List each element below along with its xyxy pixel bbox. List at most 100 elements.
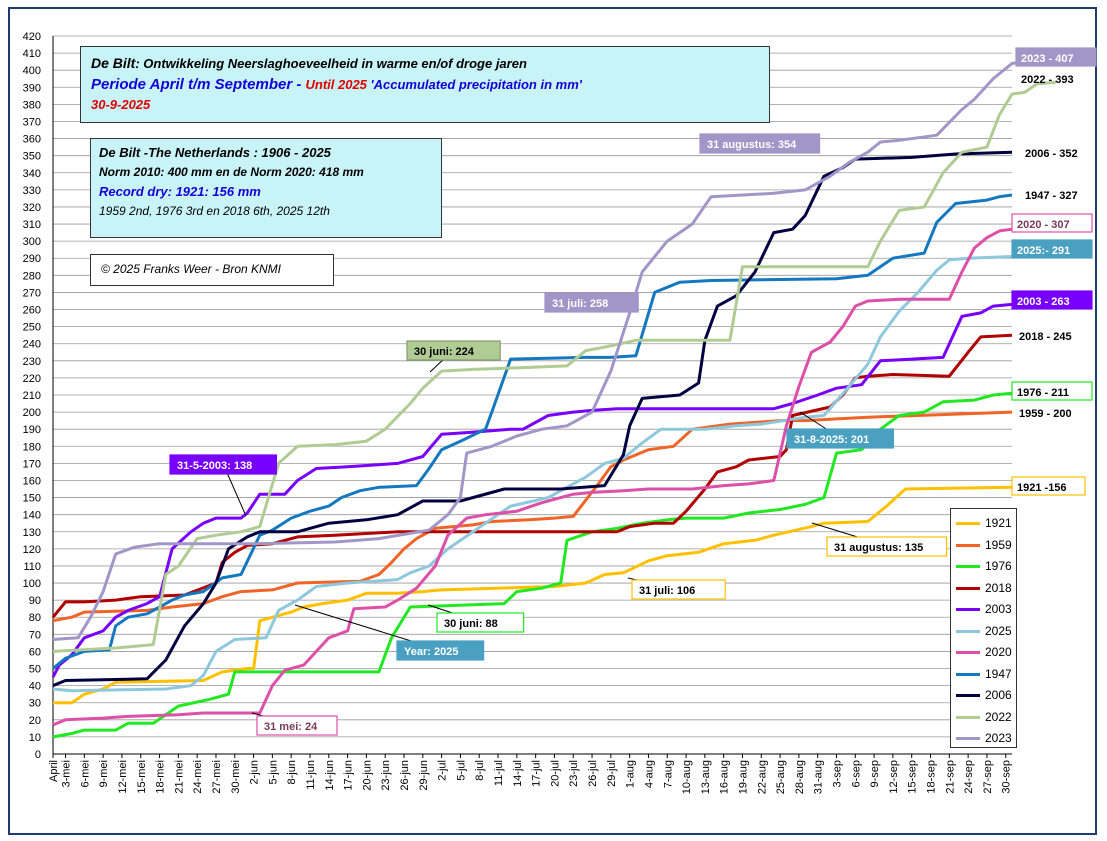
x-tick-label: 22-aug [756, 760, 768, 794]
x-tick-label: 21-sep [944, 760, 956, 794]
info-norm: Norm 2010: 400 mm en de Norm 2020: 418 m… [99, 165, 364, 179]
x-tick-label: 20-jul [549, 760, 561, 787]
annotation-box [631, 579, 726, 600]
y-tick-label: 270 [23, 287, 41, 299]
x-tick-label: 15-mei [136, 760, 148, 794]
legend-label: 2006 [985, 688, 1012, 702]
x-tick-label: April [48, 760, 60, 782]
x-tick-label: 24-sep [963, 760, 975, 794]
y-tick-label: 340 [23, 168, 41, 180]
end-label-2023: 2023 - 407 [1021, 53, 1074, 65]
y-tick-label: 140 [23, 510, 41, 522]
y-tick-label: 20 [29, 715, 41, 727]
y-tick-label: 70 [29, 629, 41, 641]
series-line-1959 [52, 410, 1013, 623]
y-tick-label: 420 [23, 31, 41, 43]
end-label-2003: 2003 - 263 [1017, 296, 1070, 308]
x-tick-label: 3-mei [61, 760, 73, 788]
x-tick-label: 23-jun [380, 760, 392, 791]
legend-label: 2018 [985, 580, 1012, 595]
x-tick-label: 14-jul [512, 760, 524, 787]
legend-swatch [956, 737, 980, 740]
series-line-2025 [52, 255, 1013, 693]
x-tick-label: 18-mei [155, 760, 167, 794]
series-line-2003 [51, 302, 1013, 678]
x-tick-label: 20-jun [361, 760, 373, 791]
y-tick-label: 330 [23, 185, 41, 197]
title-box: De Bilt: Ontwikkeling Neerslaghoeveelhei… [80, 46, 770, 123]
legend-swatch [956, 672, 980, 676]
annotation-text: 31 mei: 24 [264, 721, 318, 733]
annotation-box [256, 715, 338, 736]
y-tick-label: 150 [23, 493, 41, 505]
legend-item-2003: 2003 [951, 599, 1018, 620]
y-tick-label: 120 [23, 544, 41, 556]
y-tick-label: 230 [23, 356, 41, 368]
y-tick-label: 350 [23, 151, 41, 163]
legend-swatch [956, 543, 980, 547]
y-tick-label: 320 [23, 202, 41, 214]
annotation-box [786, 428, 895, 449]
legend-label: 2023 [985, 731, 1012, 745]
legend-label: 1947 [985, 666, 1012, 681]
x-tick-label: 3-sep [831, 760, 843, 788]
y-tick-label: 10 [29, 732, 41, 744]
end-label-1976: 1976 - 211 [1017, 387, 1069, 399]
legend-swatch [956, 715, 980, 719]
legend-item-1959: 1959 [951, 535, 1018, 556]
series-line-2006 [52, 150, 1013, 687]
legend-item-2006: 2006 [951, 685, 1018, 706]
legend-label: 2025 [985, 623, 1012, 638]
x-tick-label: 17-jun [343, 760, 355, 791]
info-ranking: 1959 2nd, 1976 3rd en 2018 6th, 2025 12t… [99, 204, 330, 218]
x-tick-label: 2-jun [249, 760, 261, 784]
end-label-2020: 2020 - 307 [1017, 219, 1070, 231]
end-label-2006: 2006 - 352 [1025, 148, 1078, 160]
x-tick-label: 8-jul [474, 760, 486, 781]
series-line-1921 [53, 485, 1013, 705]
legend: 1921 1959 1976 2018 2003 2025 2020 1947 2006 2022… [950, 508, 1017, 748]
y-tick-label: 170 [23, 458, 41, 470]
y-tick-label: 60 [29, 646, 41, 658]
copyright-box: © 2025 Franks Weer - Bron KNMI [90, 254, 334, 286]
x-tick-label: 27-mei [211, 760, 223, 794]
end-label-1947: 1947 - 327 [1025, 190, 1078, 202]
y-tick-label: 370 [23, 116, 41, 128]
x-tick-label: 5-jul [455, 760, 467, 781]
legend-item-1947: 1947 [951, 664, 1018, 685]
x-tick-label: 15-sep [907, 760, 919, 794]
end-label-2025: 2025:- 291 [1017, 245, 1070, 257]
x-tick-label: 12-sep [888, 760, 900, 794]
accumulated-text: 'Accumulated precipitation in mm' [366, 77, 582, 92]
x-tick-label: 6-mei [79, 760, 91, 788]
legend-swatch [956, 608, 980, 611]
y-tick-label: 220 [23, 373, 41, 385]
legend-item-2020: 2020 [951, 642, 1018, 663]
annotation-box [436, 612, 525, 633]
legend-label: 1976 [985, 559, 1012, 573]
y-tick-label: 40 [29, 681, 41, 693]
date-text: 30-9-2025 [91, 97, 151, 112]
annotation-text: 30 juni: 88 [444, 618, 498, 630]
y-tick-label: 30 [29, 698, 41, 710]
until-text: Until 2025 [305, 77, 367, 92]
x-tick-label: 11-jun [305, 760, 317, 790]
title-text: : Ontwikkeling Neerslaghoeveelheid in wa… [135, 56, 527, 71]
x-tick-label: 29-jul [606, 760, 618, 787]
annotation-text: 31 juli: 106 [639, 585, 695, 597]
series-line-2022 [52, 80, 1057, 653]
x-tick-label: 4-aug [643, 760, 655, 788]
x-tick-label: 8-jun [286, 760, 298, 784]
y-tick-label: 110 [23, 561, 41, 573]
x-tick-label: 9-mei [98, 760, 110, 788]
annotation-box [396, 640, 485, 661]
y-tick-label: 360 [23, 134, 41, 146]
legend-swatch [956, 565, 980, 568]
y-tick-label: 180 [23, 441, 41, 453]
legend-item-1921: 1921 [951, 513, 1018, 534]
y-tick-label: 0 [35, 749, 41, 761]
period-text: Periode April t/m September - [91, 76, 306, 93]
y-tick-label: 50 [29, 664, 41, 676]
legend-item-1976: 1976 [951, 556, 1018, 577]
